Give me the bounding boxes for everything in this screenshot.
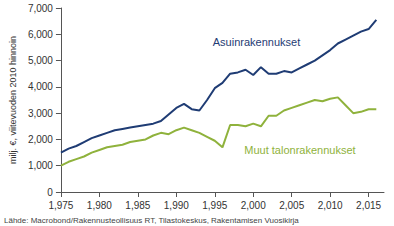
svg-text:1,975: 1,975: [48, 200, 73, 211]
svg-text:2,005: 2,005: [279, 200, 304, 211]
svg-text:0: 0: [47, 187, 53, 198]
svg-text:1,980: 1,980: [87, 200, 112, 211]
svg-text:2,015: 2,015: [356, 200, 381, 211]
svg-text:2,000: 2,000: [28, 134, 53, 145]
svg-text:2,000: 2,000: [241, 200, 266, 211]
svg-text:1,000: 1,000: [28, 160, 53, 171]
svg-text:1,990: 1,990: [164, 200, 189, 211]
svg-text:1,995: 1,995: [202, 200, 227, 211]
svg-text:7,000: 7,000: [28, 3, 53, 14]
svg-text:1,985: 1,985: [125, 200, 150, 211]
svg-text:Asuinrakennukset: Asuinrakennukset: [213, 36, 300, 48]
svg-text:4,000: 4,000: [28, 81, 53, 92]
svg-text:Muut talonrakennukset: Muut talonrakennukset: [244, 144, 355, 156]
svg-text:milj. €, viitevuoden 2010 hinn: milj. €, viitevuoden 2010 hinnoin: [8, 36, 18, 164]
svg-text:6,000: 6,000: [28, 29, 53, 40]
svg-text:Lähde: Macrobond/Rakennusteoll: Lähde: Macrobond/Rakennusteollisuus RT, …: [4, 216, 299, 225]
svg-text:3,000: 3,000: [28, 108, 53, 119]
svg-text:2,010: 2,010: [318, 200, 343, 211]
svg-text:5,000: 5,000: [28, 55, 53, 66]
